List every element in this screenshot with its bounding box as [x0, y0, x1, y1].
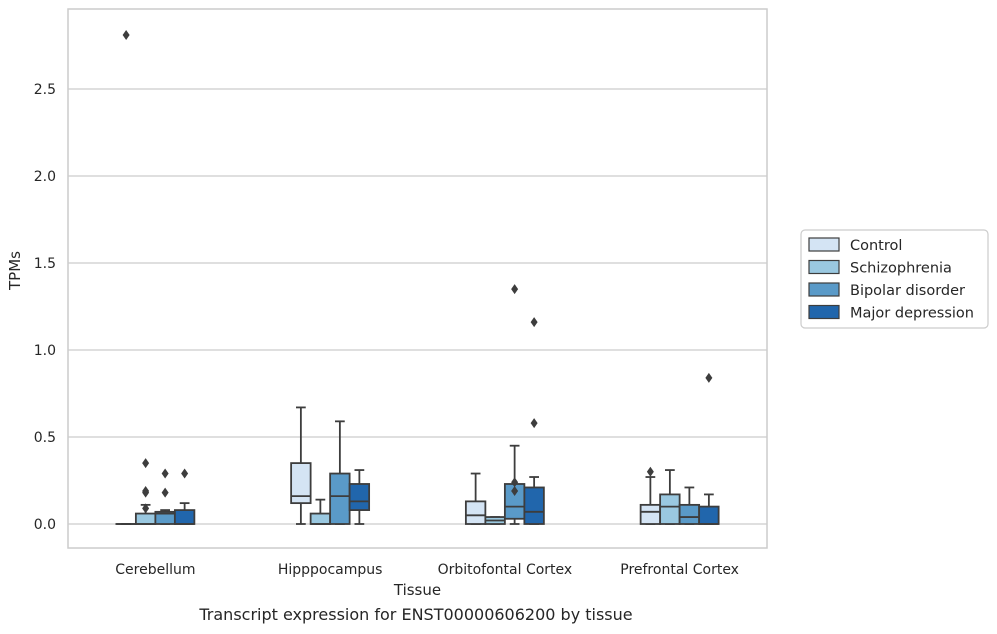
- box: [523, 486, 545, 525]
- box: [329, 472, 351, 525]
- outlier-point: [142, 485, 150, 496]
- y-tick-label: 1.0: [34, 343, 56, 359]
- outlier-point: [705, 372, 713, 383]
- box: [464, 500, 487, 525]
- box: [698, 505, 720, 525]
- outlier-point: [511, 477, 519, 488]
- outlier-point: [161, 487, 169, 498]
- outlier-point: [142, 503, 150, 514]
- outlier-point: [530, 317, 538, 328]
- legend-box: [800, 229, 989, 329]
- figure-caption: Transcript expression for ENST0000060620…: [199, 605, 633, 624]
- y-tick-label: 0.0: [34, 517, 56, 533]
- x-tick-label: Hipppocampus: [278, 562, 383, 578]
- box: [348, 483, 371, 511]
- box: [290, 462, 312, 505]
- legend-swatch: [808, 282, 840, 297]
- box: [659, 493, 681, 525]
- box: [678, 503, 701, 525]
- outlier-point: [142, 458, 150, 469]
- x-axis-label: Tissue: [393, 581, 441, 599]
- x-tick-label: Cerebellum: [115, 562, 195, 578]
- box: [309, 512, 332, 525]
- outlier-point: [511, 485, 519, 496]
- y-axis-label: TPMs: [6, 251, 24, 291]
- legend-swatch: [808, 259, 840, 275]
- outlier-point: [161, 468, 169, 479]
- box: [134, 512, 157, 525]
- outlier-point: [511, 284, 519, 295]
- x-tick-label: Orbitofontal Cortex: [438, 562, 573, 578]
- y-tick-label: 2.5: [34, 82, 56, 98]
- x-tick-label: Prefrontal Cortex: [620, 562, 739, 578]
- y-tick-label: 2.0: [34, 169, 56, 185]
- plot-area: 0.0 0.5 1.0 1.5 2.0 2.5 Cerebellum Hipppocampus…: [6, 8, 768, 599]
- legend-swatch: [808, 237, 840, 252]
- legend-label: Bipolar disorder: [850, 283, 965, 299]
- outlier-point: [122, 30, 130, 41]
- y-tick-label: 1.5: [34, 256, 56, 272]
- outlier-point: [181, 468, 189, 479]
- legend-swatch: [808, 304, 840, 320]
- plot-frame: [67, 8, 768, 549]
- legend-label: Schizophrenia: [850, 261, 952, 277]
- y-tick-label: 0.5: [34, 430, 56, 446]
- outlier-point: [530, 418, 538, 429]
- outlier-point: [646, 466, 654, 477]
- box: [173, 509, 196, 525]
- legend-label: Control: [850, 238, 902, 254]
- legend-label: Major depression: [850, 306, 974, 322]
- legend: Control Schizophrenia Bipolar disorder Majo…: [800, 229, 989, 329]
- box: [639, 503, 662, 525]
